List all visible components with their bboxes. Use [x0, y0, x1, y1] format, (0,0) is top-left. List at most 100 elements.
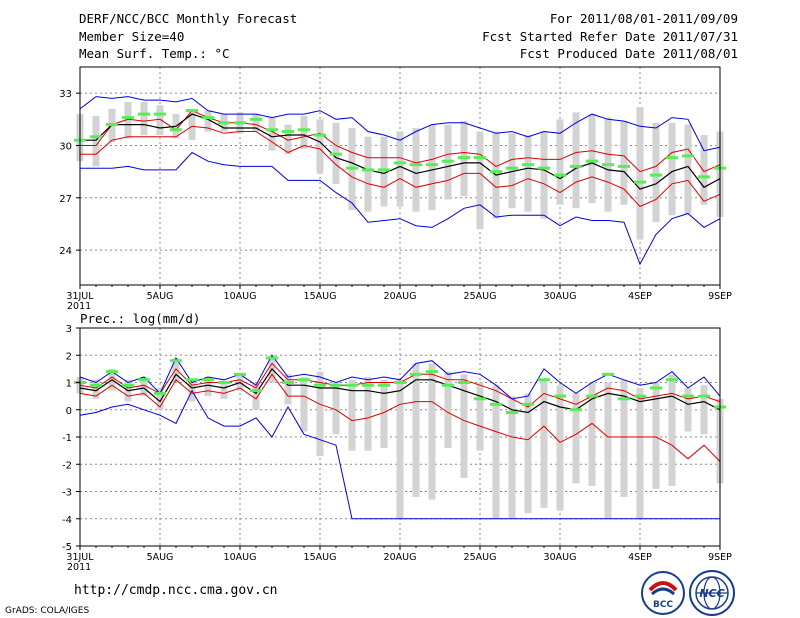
member-range-bar — [556, 119, 564, 205]
x-year-label: 2011 — [67, 562, 91, 573]
member-range-bar — [188, 110, 196, 141]
x-tick-label: 9SEP — [708, 291, 732, 302]
y-tick-label: 27 — [59, 194, 72, 205]
y-tick-label: -2 — [62, 460, 72, 471]
bcc-logo-icon: BCC — [641, 571, 685, 615]
x-tick-label: 25AUG — [464, 291, 497, 302]
source-url[interactable]: http://cmdp.ncc.cma.gov.cn — [74, 583, 278, 598]
member-range-bar — [588, 114, 596, 204]
member-range-bar — [620, 379, 628, 497]
series-min — [79, 96, 721, 152]
member-range-bar — [492, 385, 500, 519]
chart-title: DERF/NCC/BCC Monthly Forecast — [79, 11, 298, 26]
member-range-bar — [652, 382, 660, 489]
x-tick-label: 4SEP — [628, 552, 652, 563]
x-tick-label: 20AUG — [384, 552, 417, 563]
y-tick-label: 24 — [59, 246, 72, 257]
x-tick-label: 10AUG — [224, 291, 257, 302]
member-range-bar — [668, 122, 676, 216]
member-range-bar — [524, 393, 532, 514]
member-range-bar — [284, 124, 292, 155]
y-tick-label: -5 — [62, 542, 72, 553]
grads-credit: GrADS: COLA/IGES — [5, 606, 90, 616]
member-range-bar — [140, 101, 148, 136]
member-range-bar — [588, 382, 596, 487]
member-range-bar — [684, 387, 692, 432]
series-max — [80, 151, 721, 266]
series-lower-spread — [80, 125, 721, 208]
series-ensemble-mean — [79, 367, 721, 414]
bcc-logo-text: BCC — [653, 600, 673, 610]
member-range-bar — [300, 377, 308, 432]
x-tick-label: 4SEP — [628, 291, 652, 302]
member-size: Member Size=40 — [79, 29, 185, 44]
variable-label: Mean Surf. Temp.: °C — [79, 46, 230, 61]
y-tick-label: 33 — [59, 89, 72, 100]
series-min — [79, 354, 721, 400]
precipitation-chart: -5 -4 -3 -2 -1 0 1 2 3 31JUL 5AUG 10AUG 15AUG 20AUG 25… — [62, 324, 732, 573]
member-range-bar — [636, 107, 644, 240]
x-tick-label: 5AUG — [147, 291, 174, 302]
member-range-bar — [348, 379, 356, 451]
member-range-bar — [332, 382, 340, 435]
series-max — [79, 389, 720, 520]
member-range-bar — [124, 101, 132, 139]
member-range-bar — [508, 396, 516, 519]
member-range-bar — [284, 374, 292, 405]
member-range-bar — [412, 128, 420, 212]
ncc-logo-icon: NCC — [689, 570, 735, 616]
member-range-bar — [524, 135, 532, 212]
x-tick-label: 31JUL — [66, 291, 94, 302]
member-range-bar — [252, 382, 260, 410]
produced-date: Fcst Produced Date 2011/08/01 — [519, 46, 738, 61]
member-range-bar — [412, 363, 420, 497]
member-range-bar — [556, 385, 564, 511]
member-range-bar — [684, 124, 692, 214]
member-range-bar — [572, 112, 580, 209]
member-range-bar — [316, 371, 324, 457]
member-range-bar — [540, 379, 548, 508]
member-range-bar — [700, 135, 708, 205]
member-range-bar — [572, 393, 580, 484]
x-tick-label: 15AUG — [304, 552, 337, 563]
x-tick-label: 25AUG — [464, 552, 497, 563]
member-range-bar — [268, 117, 276, 151]
precip-label: Prec.: log(mm/d) — [80, 311, 201, 326]
refer-date: Fcst Started Refer Date 2011/07/31 — [482, 29, 738, 44]
member-range-bar — [316, 119, 324, 174]
member-range-bar — [172, 357, 180, 383]
x-tick-label: 10AUG — [224, 552, 257, 563]
ncc-logo-text: NCC — [699, 587, 724, 600]
x-tick-label: 31JUL — [66, 552, 94, 563]
member-range-bar — [220, 382, 228, 399]
x-tick-label: 9SEP — [708, 552, 732, 563]
member-range-bar — [540, 131, 548, 219]
forecast-period: For 2011/08/01-2011/09/09 — [549, 11, 738, 26]
member-range-bar — [204, 377, 212, 397]
member-range-bar — [204, 110, 212, 132]
member-range-bar — [92, 115, 100, 167]
y-tick-label: -1 — [62, 433, 72, 444]
member-range-bar — [460, 374, 468, 478]
member-range-bar — [364, 136, 372, 212]
x-tick-label: 30AUG — [544, 291, 577, 302]
member-range-bar — [428, 124, 436, 211]
y-tick-label: 3 — [66, 324, 72, 335]
x-tick-label: 5AUG — [147, 552, 174, 563]
member-range-bar — [300, 115, 308, 149]
member-range-bar — [364, 377, 372, 451]
member-range-bar — [380, 136, 388, 207]
member-range-bar — [428, 363, 436, 500]
temperature-chart: 24 27 30 33 31JUL 5AUG 10AUG 15AUG 20AUG 25AUG 30A… — [59, 66, 732, 312]
member-range-bar — [156, 387, 164, 410]
series-upper-spread — [80, 109, 721, 173]
member-range-bar — [252, 114, 260, 132]
member-range-bar — [476, 131, 484, 230]
member-range-bar — [620, 121, 628, 205]
member-range-bar — [396, 379, 404, 519]
member-range-bar — [444, 371, 452, 448]
x-tick-label: 15AUG — [304, 291, 337, 302]
member-range-bar — [380, 379, 388, 448]
member-range-bar — [140, 377, 148, 397]
